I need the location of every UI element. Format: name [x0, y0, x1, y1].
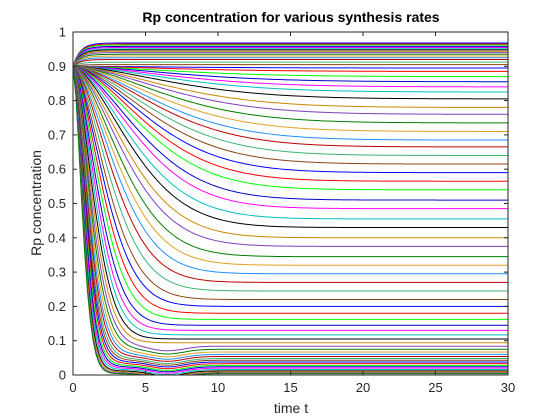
series-line	[72, 48, 508, 67]
series-line	[72, 65, 509, 156]
series-layer	[72, 42, 509, 376]
series-line	[72, 65, 508, 247]
series-line	[72, 65, 508, 72]
x-tick-label: 15	[283, 380, 297, 395]
series-line	[72, 66, 508, 355]
series-line	[72, 66, 508, 358]
series-line	[72, 65, 508, 174]
chart-title: Rp concentration for various synthesis r…	[142, 9, 439, 25]
series-line	[72, 65, 508, 182]
series-line	[72, 66, 508, 362]
series-line	[73, 65, 508, 69]
series-line	[72, 65, 508, 220]
y-tick-label: 0.5	[48, 196, 66, 211]
series-line	[72, 65, 508, 275]
y-tick-label: 0.3	[48, 265, 66, 280]
series-line	[72, 65, 508, 201]
series-line	[72, 43, 508, 67]
x-tick-label: 30	[501, 380, 515, 395]
series-line	[72, 66, 508, 331]
series-line	[72, 66, 508, 344]
series-line	[72, 66, 508, 374]
y-tick-label: 0.6	[48, 162, 66, 177]
series-line	[72, 66, 508, 370]
series-line	[72, 64, 508, 67]
series-line	[72, 66, 508, 326]
y-tick-label: 0	[59, 368, 66, 383]
series-line	[72, 65, 508, 191]
series-line	[72, 65, 509, 132]
series-line	[72, 66, 508, 366]
series-line	[72, 44, 508, 67]
series-line	[72, 65, 508, 124]
series-line	[72, 65, 508, 165]
series-line	[72, 46, 508, 67]
series-line	[72, 45, 508, 67]
series-line	[72, 65, 508, 239]
series-line	[72, 65, 508, 258]
y-axis-label: Rp concentration	[28, 150, 44, 256]
series-line	[72, 55, 508, 67]
series-line	[72, 66, 508, 340]
series-line	[72, 65, 508, 229]
series-line	[72, 66, 508, 360]
series-line	[72, 65, 508, 141]
series-line	[72, 66, 508, 364]
series-line	[72, 53, 508, 67]
series-line	[72, 57, 508, 67]
series-line	[72, 66, 508, 336]
x-tick-label: 10	[211, 380, 225, 395]
series-line	[72, 66, 508, 368]
series-line	[72, 42, 508, 67]
y-tick-label: 0.7	[48, 127, 66, 142]
series-line	[72, 66, 508, 314]
y-tick-label: 1	[59, 25, 66, 40]
series-line	[72, 65, 508, 266]
x-axis-label: time t	[274, 400, 308, 416]
series-line	[72, 50, 508, 67]
series-line	[72, 66, 508, 352]
series-line	[72, 66, 508, 320]
series-line	[72, 65, 508, 83]
series-line	[72, 65, 508, 301]
series-line	[72, 65, 508, 88]
series-line	[72, 65, 508, 108]
series-line	[72, 61, 508, 67]
series-line	[72, 49, 508, 67]
series-line	[72, 66, 508, 373]
series-line	[72, 65, 508, 148]
series-line	[72, 65, 509, 100]
series-line	[72, 58, 508, 67]
series-line	[72, 65, 508, 307]
x-tick-label: 5	[142, 380, 149, 395]
x-tick-label: 20	[356, 380, 370, 395]
y-tick-label: 0.2	[48, 299, 66, 314]
series-line	[72, 65, 508, 78]
series-line	[72, 66, 508, 371]
axes-layer: 0 5 10 15 20 25 30 0 0.1 0.2 0.3 0.4 0.5 0.6 0.7 0.8 0.9…	[48, 25, 515, 396]
series-line	[72, 52, 508, 67]
y-tick-label: 0.1	[48, 333, 66, 348]
y-tick-label: 0.8	[48, 93, 66, 108]
y-tick-label: 0.4	[48, 230, 66, 245]
series-line	[72, 65, 509, 93]
x-tick-label: 0	[69, 380, 76, 395]
y-tick-label: 0.9	[48, 59, 66, 74]
series-line	[72, 65, 508, 283]
series-line	[72, 65, 508, 292]
plot-frame	[72, 31, 509, 376]
x-tick-label: 25	[428, 380, 442, 395]
series-line	[72, 65, 508, 115]
series-line	[72, 65, 508, 210]
plot-area	[73, 32, 508, 375]
